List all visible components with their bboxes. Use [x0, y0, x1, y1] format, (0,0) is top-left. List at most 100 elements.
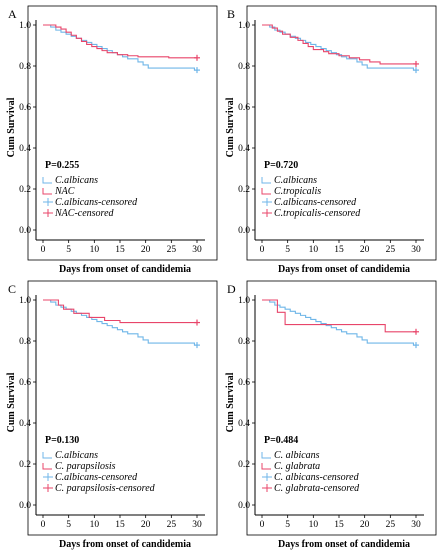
x-tick-label: 5: [285, 245, 290, 255]
x-tick-label: 25: [386, 245, 396, 255]
x-tick-label: 10: [90, 520, 100, 530]
y-tick-label: 0.2: [19, 460, 31, 470]
y-tick-label: 0.4: [19, 144, 31, 154]
panel-letter: C: [8, 282, 16, 296]
legend-entry: C.albicans-censored: [55, 472, 138, 483]
y-tick-label: 0.0: [19, 501, 31, 511]
legend-entry: C. parapsilosis: [55, 461, 116, 472]
x-tick-label: 15: [115, 520, 125, 530]
legend-swatch: [261, 463, 271, 470]
panel-frame: [27, 5, 218, 261]
y-tick-label: 0.6: [238, 103, 250, 113]
y-tick-label: 0.8: [238, 337, 250, 347]
legend-swatch: [261, 177, 271, 184]
x-tick-label: 30: [411, 245, 421, 255]
legend-entry: C. glabrata: [274, 461, 320, 472]
legend-entry: C.albicans-censored: [55, 197, 138, 208]
p-value: P=0.255: [45, 160, 79, 171]
x-axis-label: Days from onset of candidemia: [59, 264, 191, 275]
x-tick-label: 10: [90, 245, 100, 255]
y-axis-label: Cum Survival: [225, 372, 236, 432]
y-tick-label: 1.0: [238, 296, 250, 306]
x-tick-label: 15: [334, 520, 344, 530]
survival-curve-0: [43, 24, 197, 71]
legend-entry: C.tropicalis: [274, 186, 321, 197]
y-tick-label: 0.8: [19, 62, 31, 72]
y-tick-label: 0.4: [238, 144, 250, 154]
legend: C.albicansNACC.albicans-censoredNAC-cens…: [42, 175, 138, 219]
legend-swatch: [42, 463, 52, 470]
panel-letter: B: [227, 7, 235, 21]
survival-curve-0: [43, 299, 197, 346]
legend-swatch: [42, 177, 52, 184]
p-value: P=0.484: [264, 435, 298, 446]
y-tick-label: 0.8: [238, 62, 250, 72]
x-tick-label: 15: [334, 245, 344, 255]
panel-frame: [246, 280, 437, 536]
x-tick-label: 25: [167, 245, 177, 255]
panel-letter: A: [8, 7, 17, 21]
y-tick-label: 0.4: [19, 419, 31, 429]
x-tick-label: 5: [285, 520, 290, 530]
survival-curve-1: [43, 24, 197, 59]
legend-entry: C.albicans: [55, 450, 98, 461]
legend-entry: NAC: [54, 186, 75, 197]
legend-entry: C.albicans: [274, 175, 317, 186]
legend-entry: C. albicans: [274, 450, 320, 461]
legend-swatch: [42, 452, 52, 459]
legend: C.albicansC.tropicalisC.albicans-censore…: [261, 175, 361, 219]
x-tick-label: 5: [66, 245, 71, 255]
x-tick-label: 30: [411, 520, 421, 530]
x-tick-label: 10: [309, 245, 319, 255]
y-tick-label: 0.0: [238, 501, 250, 511]
legend-entry: C.albicans-censored: [274, 197, 357, 208]
survival-curve-1: [262, 299, 416, 333]
legend-entry: C.albicans: [55, 175, 98, 186]
y-tick-label: 0.2: [238, 460, 250, 470]
panel-frame: [27, 280, 218, 536]
x-tick-label: 0: [260, 245, 265, 255]
legend-entry: C.tropicalis-censored: [274, 208, 361, 219]
x-tick-label: 25: [386, 520, 396, 530]
legend-entry: C. parapsilosis-censored: [55, 483, 156, 494]
legend-entry: NAC-censored: [54, 208, 115, 219]
survival-curve-1: [262, 24, 416, 65]
survival-curve-0: [262, 24, 416, 71]
x-tick-label: 20: [141, 520, 151, 530]
x-tick-label: 20: [360, 245, 370, 255]
panel-frame: [246, 5, 437, 261]
p-value: P=0.720: [264, 160, 298, 171]
y-axis-label: Cum Survival: [6, 97, 17, 157]
x-tick-label: 5: [66, 520, 71, 530]
x-axis-label: Days from onset of candidemia: [278, 264, 410, 275]
x-tick-label: 15: [115, 245, 125, 255]
panel-letter: D: [227, 282, 236, 296]
y-axis-label: Cum Survival: [6, 372, 17, 432]
y-axis-label: Cum Survival: [225, 97, 236, 157]
y-tick-label: 1.0: [19, 296, 31, 306]
y-tick-label: 0.4: [238, 419, 250, 429]
x-tick-label: 25: [167, 520, 177, 530]
y-tick-label: 1.0: [238, 21, 250, 31]
legend-entry: C. albicans-censored: [274, 472, 360, 483]
legend-swatch: [261, 188, 271, 195]
legend-swatch: [261, 452, 271, 459]
y-tick-label: 0.6: [19, 103, 31, 113]
survival-curve-1: [43, 299, 197, 324]
y-tick-label: 0.6: [238, 378, 250, 388]
survival-curve-0: [262, 299, 416, 346]
x-tick-label: 0: [41, 245, 46, 255]
x-tick-label: 0: [260, 520, 265, 530]
p-value: P=0.130: [45, 435, 79, 446]
x-tick-label: 20: [141, 245, 151, 255]
legend-swatch: [42, 188, 52, 195]
x-tick-label: 10: [309, 520, 319, 530]
y-tick-label: 0.0: [238, 226, 250, 236]
